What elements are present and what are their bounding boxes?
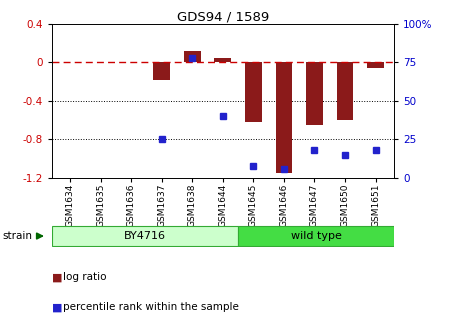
FancyBboxPatch shape <box>52 226 238 246</box>
Bar <box>275 62 292 173</box>
Text: strain: strain <box>2 231 32 241</box>
Bar <box>367 62 384 68</box>
Bar <box>153 62 170 80</box>
Text: GDS94 / 1589: GDS94 / 1589 <box>177 10 269 23</box>
Text: ■: ■ <box>52 272 62 282</box>
Text: percentile rank within the sample: percentile rank within the sample <box>63 302 239 312</box>
Bar <box>214 58 231 62</box>
Bar <box>245 62 262 122</box>
Text: log ratio: log ratio <box>63 272 107 282</box>
FancyBboxPatch shape <box>238 226 394 246</box>
Bar <box>306 62 323 125</box>
Bar <box>337 62 354 120</box>
Text: wild type: wild type <box>291 231 341 241</box>
Text: BY4716: BY4716 <box>124 231 166 241</box>
Text: ■: ■ <box>52 302 62 312</box>
Bar <box>184 51 201 62</box>
